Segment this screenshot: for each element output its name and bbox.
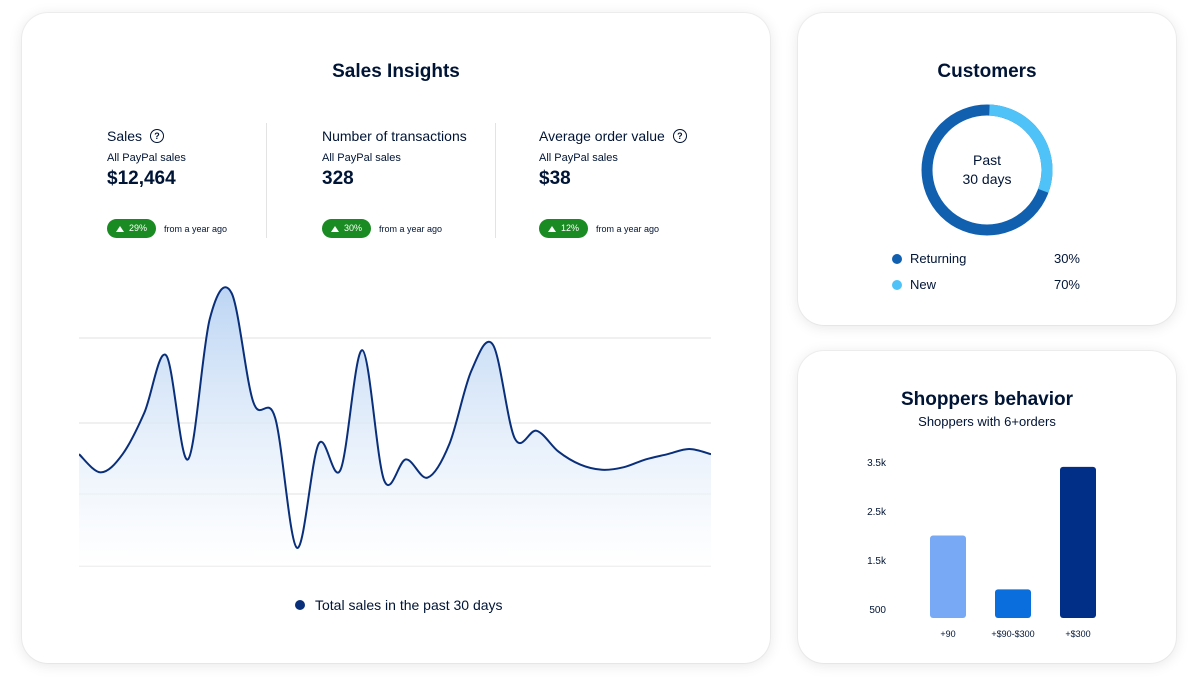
metric-value: 328 [322,168,354,189]
sales-line [79,286,711,549]
new-dot [892,279,902,290]
sales-legend: Total sales in the past 30 days [295,597,503,613]
donut-center-label: Past 30 days [962,152,1012,187]
help-icon[interactable]: ? [672,129,687,143]
y-tick-label: 3.5k [867,458,887,469]
y-tick-label: 2.5k [867,507,887,518]
change-badge: 30% [322,219,372,238]
legend-new: New 70% [892,277,1080,292]
metric-average-order: Average order value ? All PayPal sales $… [539,128,687,238]
y-tick-label: 1.5k [867,556,887,567]
divider [266,123,267,238]
change-text: from a year ago [164,223,228,234]
shoppers-behavior-card: Shoppers behavior Shoppers with 6+orders… [798,351,1176,663]
legend-label: Returning [910,251,967,266]
x-tick-label: +$90-$300 [991,629,1034,639]
metric-change: 29% from a year ago [107,219,227,238]
legend-label: Total sales in the past 30 days [315,597,503,613]
legend-value: 30% [1053,251,1080,266]
area-fill [79,287,711,566]
arrow-up-icon [548,225,556,232]
legend-label: New [910,277,937,292]
shoppers-subtitle: Shoppers with 6+orders [918,414,1056,429]
metric-label: Average order value [539,128,665,144]
metric-change: 30% from a year ago [322,219,442,238]
customers-donut-chart [921,104,1053,236]
metric-value: $12,464 [107,168,176,189]
metric-value: $38 [539,168,571,189]
metric-subtitle: All PayPal sales [107,152,186,164]
sales-area-chart [79,286,711,567]
bar [1060,466,1096,618]
metric-subtitle: All PayPal sales [539,152,618,164]
metric-label: Sales [107,128,143,144]
metric-change: 12% from a year ago [539,219,659,238]
change-text: from a year ago [379,223,443,234]
sales-insights-title: Sales Insights [332,61,460,82]
metric-label: Number of transactions [322,128,467,144]
customers-title: Customers [937,61,1037,82]
sales-insights-card: Sales Insights Sales ? All PayPal sales … [22,13,770,663]
y-tick-label: 500 [869,605,886,616]
legend-value: 70% [1053,277,1080,292]
change-text: from a year ago [596,223,660,234]
returning-dot [892,253,902,264]
arrow-up-icon [331,225,339,232]
metric-subtitle: All PayPal sales [322,152,401,164]
legend-dot [295,600,305,610]
change-badge: 29% [107,219,157,238]
change-badge: 12% [539,219,589,238]
new-segment [988,104,1053,193]
shoppers-bar-chart: 3.5k 2.5k 1.5k 500 +90 +$90-$300 +$300 [867,458,1096,639]
shoppers-title: Shoppers behavior [900,389,1074,410]
bar [995,589,1031,618]
x-tick-label: +$300 [1065,629,1090,639]
metric-sales: Sales ? All PayPal sales $12,464 29% fro… [107,128,227,238]
metric-transactions: Number of transactions All PayPal sales … [322,128,467,238]
customers-card: Customers Past 30 days Returning 30% New… [798,13,1176,325]
divider [495,123,496,238]
help-icon[interactable]: ? [150,129,165,143]
legend-returning: Returning 30% [892,251,1080,266]
arrow-up-icon [116,225,124,232]
bar [930,535,966,618]
x-tick-label: +90 [940,629,955,639]
